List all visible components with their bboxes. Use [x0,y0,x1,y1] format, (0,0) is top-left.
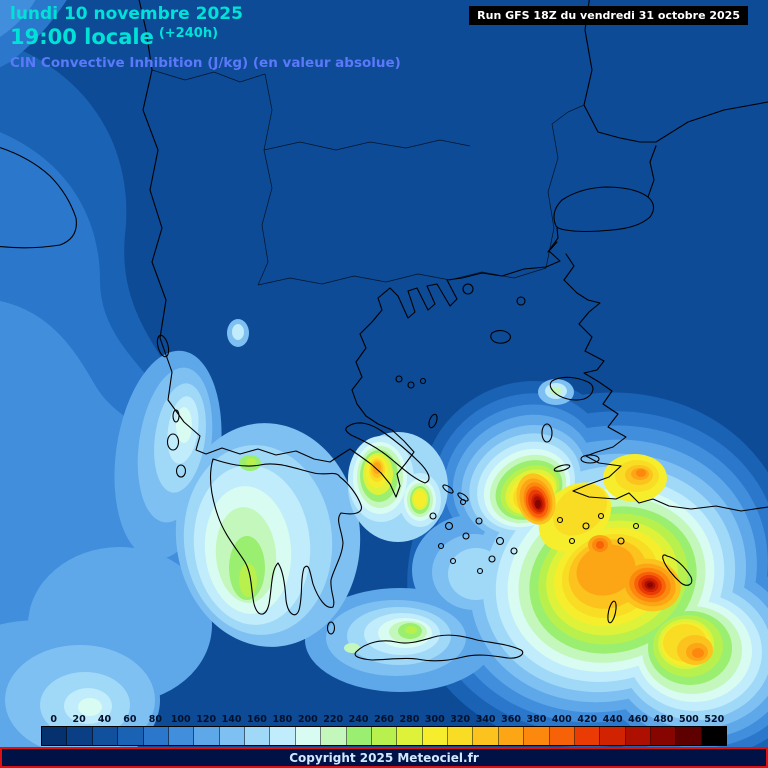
copyright-bar: Copyright 2025 Meteociel.fr [0,747,768,768]
colorbar-cell [92,727,119,745]
parameter-label: CIN Convective Inhibition (J/kg) (en val… [10,54,401,71]
colorbar-cell [422,727,448,745]
colorbar-cell [118,727,144,745]
colorbar-cell [701,727,727,745]
colorbar-tick: 40 [97,714,112,725]
colorbar-tick: 360 [501,714,521,725]
coast-marmara [553,186,655,233]
colorbar-cell [397,727,423,745]
copyright-label: Copyright 2025 Meteociel.fr [289,750,479,765]
colorbar-tick: 80 [148,714,162,725]
colorbar-tick: 120 [196,714,217,725]
colorbar-cell [67,727,93,745]
coast-blacksea [583,0,768,143]
coast-evia [345,422,430,484]
colorbar-tick: 60 [123,714,137,725]
coast-lesbos [549,376,594,401]
colorbar-cell [295,727,322,745]
colorbar-cell [371,727,398,745]
colorbar-cell [448,727,474,745]
coast-peloponnese [209,458,362,616]
coast-italy [0,147,77,249]
colorbar-tick: 320 [450,714,471,725]
colorbar-cell [524,727,550,745]
forecast-time-label: 19:00 locale [10,24,154,49]
colorbar-cell [676,727,702,745]
island-dots [156,283,640,635]
colorbar-cell [574,727,601,745]
colorbar-cell [219,727,245,745]
colorbar-legend: 0 20 40 60 80 100 120 140 160 180 200 220 240 260 280 3… [41,714,727,746]
colorbar-tick: 200 [297,714,318,725]
colorbar-tick: 400 [551,714,572,725]
colorbar-tick: 260 [374,714,394,725]
colorbar-tick: 140 [221,714,242,725]
colorbar-cell [473,727,499,745]
colorbar-cell [498,727,525,745]
colorbar-cell [625,727,651,745]
colorbar-tick: 380 [526,714,547,725]
colorbar-tick: 300 [424,714,445,725]
colorbar-tick: 520 [704,714,725,725]
colorbar-cell [42,727,68,745]
colorbar-cells [41,726,727,746]
map-header: lundi 10 novembre 2025 19:00 locale (+240… [10,4,401,71]
colorbar-tick: 480 [653,714,674,725]
colorbar-tick: 440 [602,714,623,725]
model-run-info: Run GFS 18Z du vendredi 31 octobre 2025 [469,6,748,25]
coast-turkey [563,253,768,512]
colorbar-tick: 340 [475,714,496,725]
coast-rhodes [662,554,693,586]
colorbar-cell [168,727,195,745]
coastlines [0,0,768,662]
colorbar-cell [651,727,677,745]
colorbar-tick: 220 [323,714,344,725]
colorbar-cell [600,727,626,745]
colorbar-tick: 20 [72,714,86,725]
colorbar-ticks: 0 20 40 60 80 100 120 140 160 180 200 220 240 260 280 3… [41,714,727,725]
colorbar-tick: 420 [577,714,598,725]
colorbar-cell [346,727,372,745]
colorbar-cell [270,727,296,745]
colorbar-tick: 500 [678,714,699,725]
coast-crete [354,634,524,662]
colorbar-tick: 460 [628,714,648,725]
colorbar-tick: 0 [50,714,58,725]
colorbar-cell [549,727,575,745]
colorbar-cell [245,727,271,745]
colorbar-tick: 180 [272,714,293,725]
forecast-offset-label: (+240h) [158,25,219,41]
colorbar-tick: 280 [399,714,420,725]
colorbar-tick: 240 [348,714,369,725]
colorbar-cell [143,727,169,745]
forecast-time-line: 19:00 locale (+240h) [10,25,401,49]
colorbar-cell [194,727,220,745]
forecast-date-label: lundi 10 novembre 2025 [10,4,243,24]
coast-mainland [138,0,561,498]
colorbar-tick: 100 [170,714,191,725]
colorbar-cell [321,727,347,745]
colorbar-tick: 160 [247,714,267,725]
